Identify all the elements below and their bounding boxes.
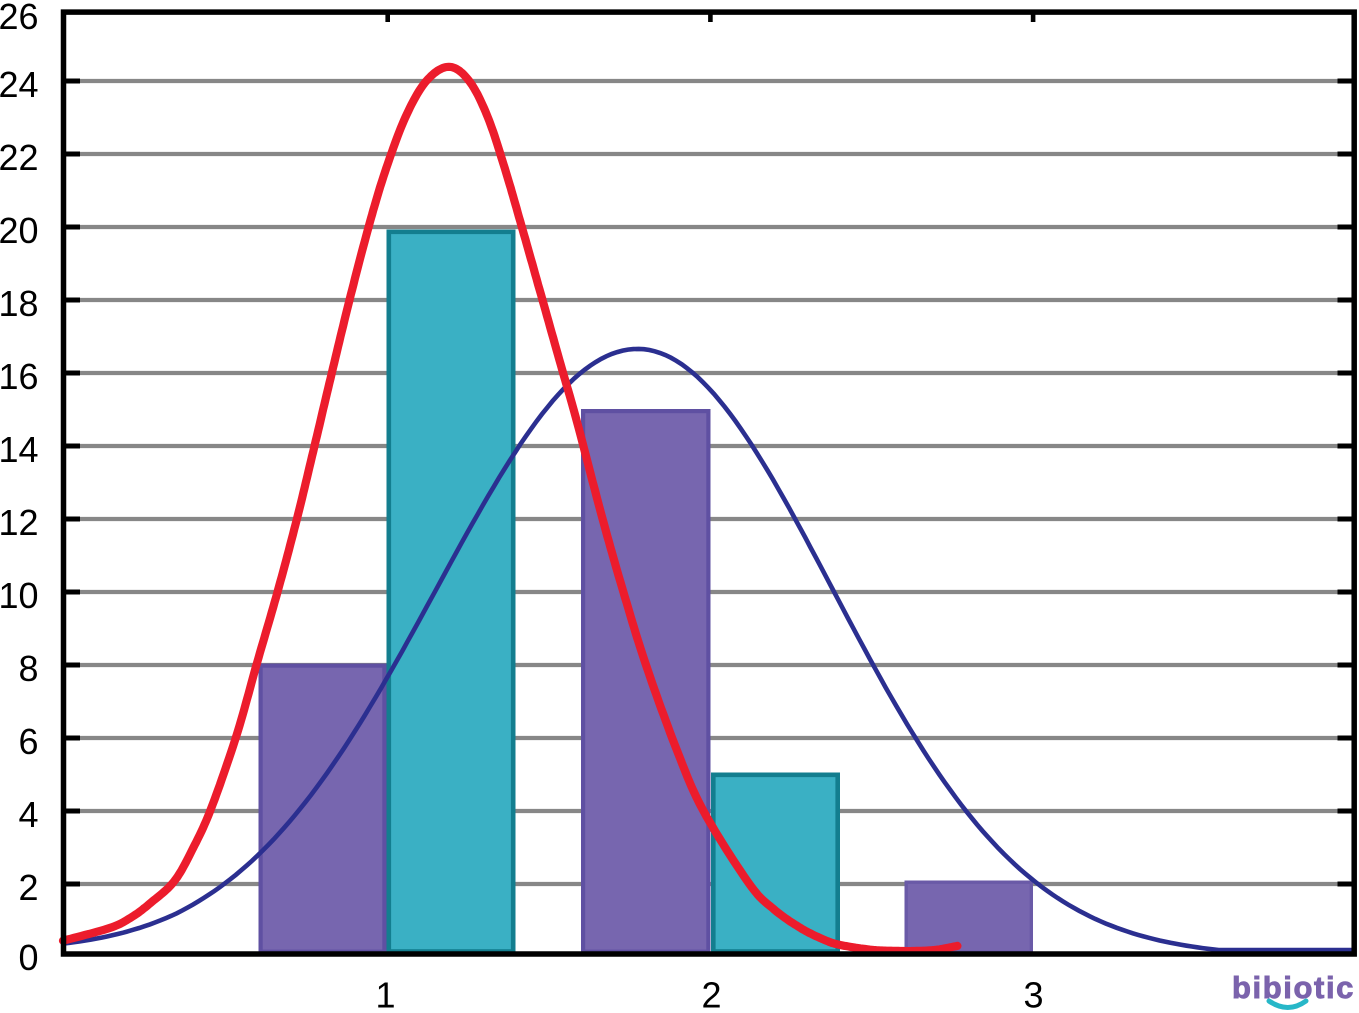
svg-text:2: 2 <box>18 867 38 908</box>
svg-text:22: 22 <box>0 137 39 178</box>
svg-text:bibiotic: bibiotic <box>1232 970 1355 1005</box>
svg-text:1: 1 <box>375 975 395 1013</box>
svg-text:0: 0 <box>18 937 38 978</box>
svg-text:12: 12 <box>0 502 39 543</box>
svg-text:3: 3 <box>1023 975 1043 1013</box>
svg-text:14: 14 <box>0 429 39 470</box>
svg-text:20: 20 <box>0 210 39 251</box>
svg-text:26: 26 <box>0 0 39 37</box>
svg-text:10: 10 <box>0 575 39 616</box>
svg-text:4: 4 <box>18 794 38 835</box>
svg-text:18: 18 <box>0 283 39 324</box>
svg-text:24: 24 <box>0 64 39 105</box>
svg-text:6: 6 <box>18 721 38 762</box>
svg-text:16: 16 <box>0 356 39 397</box>
svg-text:8: 8 <box>18 648 38 689</box>
svg-text:2: 2 <box>701 975 721 1013</box>
